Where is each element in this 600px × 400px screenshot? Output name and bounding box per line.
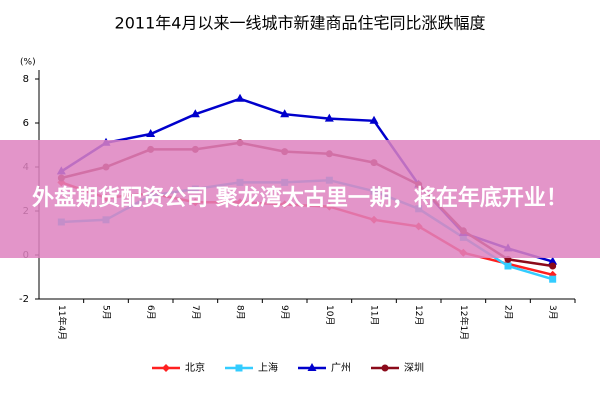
- x-tick-label: 12年1月: [458, 305, 470, 340]
- x-tick-label: 11年4月: [56, 305, 68, 340]
- marker: [324, 113, 334, 122]
- marker: [549, 275, 557, 283]
- marker: [369, 115, 379, 124]
- x-tick-label: 5月: [101, 305, 112, 320]
- legend-label: 广州: [331, 362, 351, 374]
- y-tick-label: -2: [19, 294, 29, 305]
- y-tick-label: 8: [23, 74, 29, 85]
- marker: [146, 129, 156, 137]
- legend-label: 深圳: [404, 362, 424, 374]
- marker: [235, 93, 245, 102]
- marker: [307, 363, 317, 371]
- overlay-banner: 外盘期货配资公司 聚龙湾太古里一期，将在年底开业！: [0, 140, 600, 258]
- marker: [162, 364, 170, 372]
- marker: [548, 256, 558, 265]
- y-unit: (%): [20, 58, 36, 68]
- x-tick-label: 7月: [190, 305, 201, 320]
- marker: [504, 262, 512, 270]
- x-tick-label: 2月: [503, 305, 514, 320]
- x-tick-label: 8月: [235, 305, 246, 320]
- marker: [280, 109, 290, 118]
- marker: [549, 262, 557, 270]
- marker: [235, 364, 243, 372]
- marker: [381, 364, 389, 372]
- x-tick-label: 9月: [279, 305, 290, 320]
- x-tick-label: 11月: [369, 305, 380, 325]
- y-tick-label: 6: [23, 118, 29, 129]
- overlay-text: 外盘期货配资公司 聚龙湾太古里一期，将在年底开业！: [32, 186, 568, 211]
- legend-label: 北京: [185, 361, 205, 374]
- x-tick-label: 10月: [324, 305, 335, 325]
- marker: [190, 109, 200, 118]
- x-tick-label: 3月: [547, 305, 558, 320]
- chart-title: 2011年4月以来一线城市新建商品住宅同比涨跌幅度: [115, 14, 486, 33]
- legend-label: 上海: [258, 361, 278, 374]
- x-tick-label: 12月: [413, 305, 424, 325]
- x-tick-label: 6月: [145, 305, 156, 320]
